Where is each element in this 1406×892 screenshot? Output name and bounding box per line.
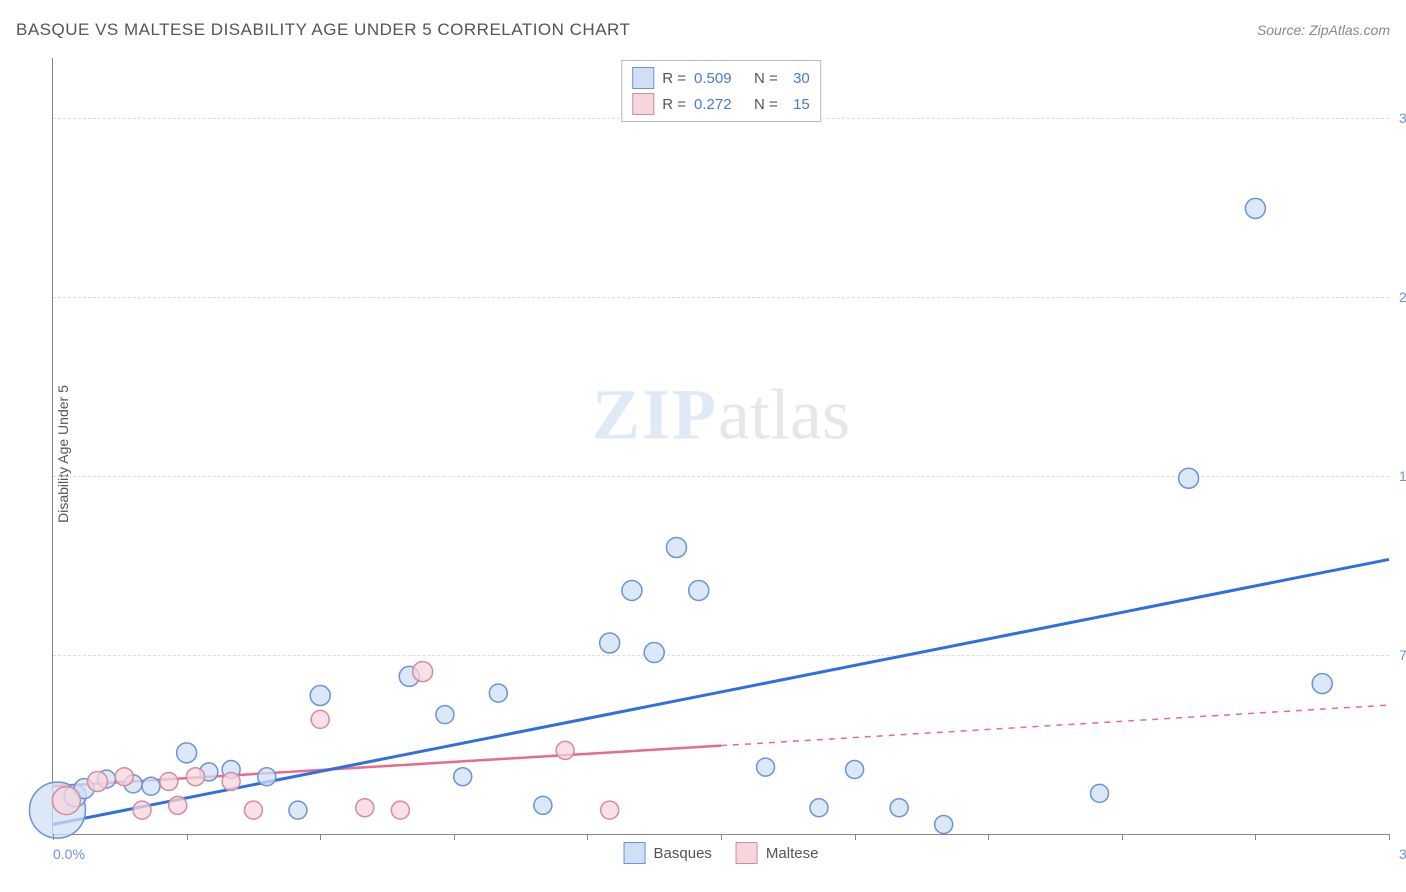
stat-n-value: 30 bbox=[786, 70, 810, 87]
x-tick bbox=[855, 834, 856, 840]
legend-swatch bbox=[632, 67, 654, 89]
header-row: BASQUE VS MALTESE DISABILITY AGE UNDER 5… bbox=[16, 20, 1390, 40]
x-tick bbox=[320, 834, 321, 840]
scatter-point-basques bbox=[436, 706, 454, 724]
y-tick-label: 22.5% bbox=[1399, 289, 1406, 305]
scatter-point-basques bbox=[454, 768, 472, 786]
x-tick bbox=[587, 834, 588, 840]
scatter-point-basques bbox=[890, 799, 908, 817]
scatter-point-maltese bbox=[391, 801, 409, 819]
x-tick bbox=[187, 834, 188, 840]
regression-line-basques bbox=[53, 559, 1389, 824]
scatter-point-maltese bbox=[160, 772, 178, 790]
scatter-point-maltese bbox=[52, 787, 80, 815]
scatter-point-maltese bbox=[356, 799, 374, 817]
scatter-point-basques bbox=[142, 777, 160, 795]
scatter-point-maltese bbox=[115, 768, 133, 786]
stats-row: R = 0.509 N = 30 bbox=[632, 65, 810, 91]
scatter-point-basques bbox=[258, 768, 276, 786]
scatter-point-maltese bbox=[187, 768, 205, 786]
y-tick-label: 30.0% bbox=[1399, 110, 1406, 126]
x-tick bbox=[53, 834, 54, 840]
x-end-label: 3.0% bbox=[1399, 846, 1406, 862]
stats-box: R = 0.509 N = 30 R = 0.272 N = 15 bbox=[621, 60, 821, 122]
source-attribution: Source: ZipAtlas.com bbox=[1257, 22, 1390, 38]
regression-line-maltese-extrapolated bbox=[721, 705, 1389, 746]
scatter-point-maltese bbox=[601, 801, 619, 819]
stats-row: R = 0.272 N = 15 bbox=[632, 91, 810, 117]
stat-n-value: 15 bbox=[786, 96, 810, 113]
bottom-legend: Basques Maltese bbox=[624, 842, 819, 864]
scatter-point-basques bbox=[689, 580, 709, 600]
legend-label: Maltese bbox=[766, 845, 819, 862]
legend-label: Basques bbox=[654, 845, 712, 862]
stat-r-label: R = bbox=[662, 96, 686, 113]
scatter-point-maltese bbox=[169, 796, 187, 814]
plot-area: Disability Age Under 5 ZIPatlas 7.5%15.0… bbox=[52, 58, 1389, 835]
scatter-point-basques bbox=[666, 537, 686, 557]
legend-swatch bbox=[632, 93, 654, 115]
scatter-point-maltese bbox=[222, 772, 240, 790]
scatter-point-basques bbox=[310, 686, 330, 706]
scatter-point-basques bbox=[489, 684, 507, 702]
scatter-point-maltese bbox=[556, 741, 574, 759]
chart-title: BASQUE VS MALTESE DISABILITY AGE UNDER 5… bbox=[16, 20, 630, 40]
legend-item: Basques bbox=[624, 842, 712, 864]
scatter-svg bbox=[53, 58, 1389, 834]
legend-swatch bbox=[624, 842, 646, 864]
x-tick bbox=[1255, 834, 1256, 840]
scatter-point-basques bbox=[810, 799, 828, 817]
legend-swatch bbox=[736, 842, 758, 864]
stat-r-value: 0.272 bbox=[694, 96, 746, 113]
scatter-point-basques bbox=[1312, 674, 1332, 694]
scatter-point-basques bbox=[846, 761, 864, 779]
scatter-point-basques bbox=[177, 743, 197, 763]
scatter-point-maltese bbox=[88, 771, 108, 791]
scatter-point-basques bbox=[935, 815, 953, 833]
stat-r-value: 0.509 bbox=[694, 70, 746, 87]
x-tick bbox=[1389, 834, 1390, 840]
scatter-point-basques bbox=[534, 796, 552, 814]
scatter-point-maltese bbox=[413, 662, 433, 682]
stat-n-label: N = bbox=[754, 96, 778, 113]
scatter-point-basques bbox=[1179, 468, 1199, 488]
y-tick-label: 7.5% bbox=[1399, 647, 1406, 663]
scatter-point-basques bbox=[1245, 198, 1265, 218]
scatter-point-basques bbox=[644, 643, 664, 663]
x-tick bbox=[454, 834, 455, 840]
scatter-point-maltese bbox=[133, 801, 151, 819]
stat-r-label: R = bbox=[662, 70, 686, 87]
y-tick-label: 15.0% bbox=[1399, 468, 1406, 484]
legend-item: Maltese bbox=[736, 842, 819, 864]
scatter-point-basques bbox=[289, 801, 307, 819]
stat-n-label: N = bbox=[754, 70, 778, 87]
scatter-point-basques bbox=[622, 580, 642, 600]
scatter-point-basques bbox=[757, 758, 775, 776]
x-tick bbox=[988, 834, 989, 840]
scatter-point-maltese bbox=[244, 801, 262, 819]
x-tick bbox=[1122, 834, 1123, 840]
scatter-point-basques bbox=[600, 633, 620, 653]
scatter-point-basques bbox=[1091, 784, 1109, 802]
scatter-point-maltese bbox=[311, 710, 329, 728]
x-origin-label: 0.0% bbox=[53, 846, 85, 862]
x-tick bbox=[721, 834, 722, 840]
